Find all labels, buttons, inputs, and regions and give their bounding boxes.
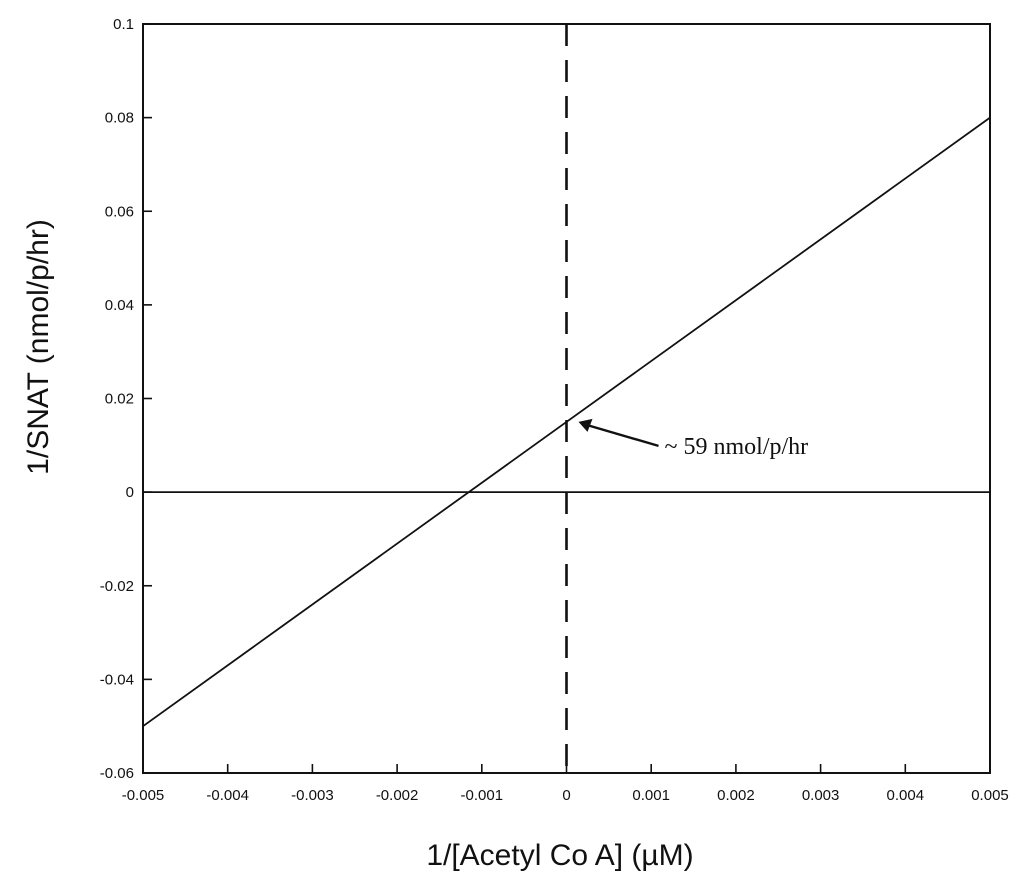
y-tick-label: -0.02 <box>100 578 134 595</box>
x-tick-label: 0 <box>562 787 570 804</box>
x-tick-label: 0.001 <box>632 787 670 804</box>
x-tick-label: 0.002 <box>717 787 755 804</box>
regression-line <box>142 116 991 727</box>
x-tick-label: 0.005 <box>971 787 1009 804</box>
x-tick-label: -0.004 <box>206 787 249 804</box>
y-tick-label: 0 <box>126 484 134 501</box>
y-tick-label: -0.06 <box>100 765 134 782</box>
x-tick-label: 0.004 <box>887 787 925 804</box>
x-tick-label: -0.003 <box>291 787 334 804</box>
axis-ticks: -0.06 -0.04 -0.02 0 0.02 0.04 0.06 0.08 0.1 -0.00… <box>100 16 1009 804</box>
x-tick-label: -0.001 <box>461 787 504 804</box>
annotation-label: ~ 59 nmol/p/hr <box>665 434 809 460</box>
y-tick-label: 0.06 <box>105 203 134 220</box>
x-tick-label: -0.005 <box>122 787 165 804</box>
reference-lines <box>143 24 990 773</box>
y-tick-label: -0.04 <box>100 671 134 688</box>
y-tick-label: 0.04 <box>105 297 134 314</box>
y-axis-title: 1/SNAT (nmol/p/hr) <box>22 219 55 475</box>
y-tick-label: 0.08 <box>105 110 134 127</box>
series-layer <box>142 116 991 727</box>
y-tick-label: 0.02 <box>105 391 134 408</box>
annotation-arrowhead <box>578 418 593 432</box>
annotation-arrow-shaft <box>586 423 659 448</box>
x-tick-label: -0.002 <box>376 787 419 804</box>
x-tick-label: 0.003 <box>802 787 840 804</box>
y-tick-label: 0.1 <box>113 16 134 33</box>
x-axis-title: 1/[Acetyl Co A] (µM) <box>426 839 693 872</box>
annotation-layer: ~ 59 nmol/p/hr <box>578 418 809 460</box>
